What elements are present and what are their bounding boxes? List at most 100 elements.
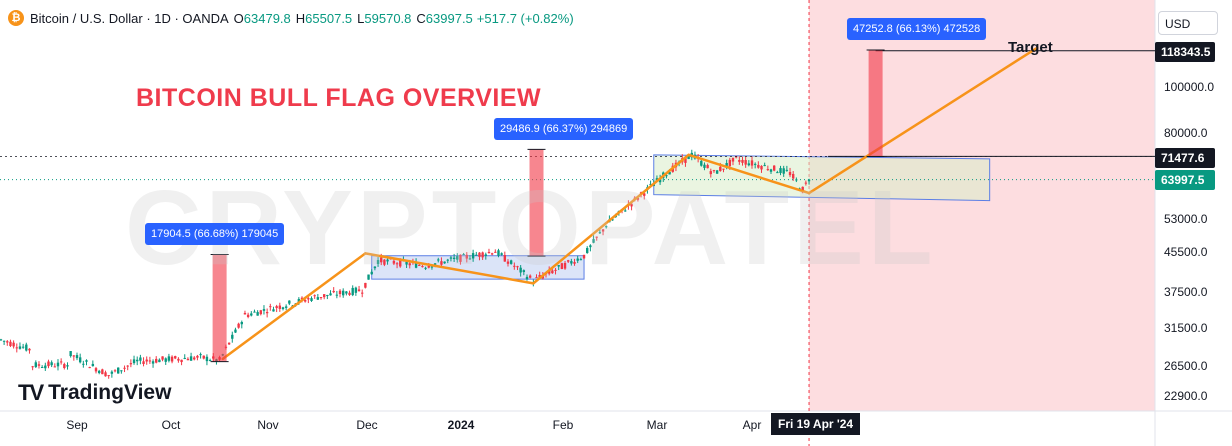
candle-body — [97, 370, 101, 374]
candle-body — [126, 365, 129, 367]
candle-body — [196, 355, 199, 358]
symbol-text[interactable]: Bitcoin / U.S. Dollar · 1D · OANDA — [30, 10, 229, 26]
candle-body — [53, 366, 57, 368]
candle-body — [757, 164, 760, 168]
candle-body — [738, 160, 741, 162]
candle-body — [116, 367, 120, 374]
candle-body — [684, 156, 687, 163]
currency-selector[interactable]: USD — [1158, 11, 1218, 35]
change-value: +517.7 (+0.82%) — [476, 10, 574, 26]
candle-body — [535, 277, 538, 279]
y-tick: 22900.0 — [1164, 389, 1208, 403]
candle-body — [785, 169, 789, 171]
candle-body — [462, 254, 465, 256]
crosshair-date: Fri 19 Apr '24 — [771, 413, 861, 435]
candle-body — [665, 175, 668, 177]
candle-body — [383, 259, 386, 265]
candle-body — [494, 251, 497, 253]
candle-body — [31, 366, 34, 368]
candle-body — [719, 166, 722, 172]
measure-bar-1 — [212, 254, 227, 362]
candle-body — [700, 160, 703, 166]
candle-body — [731, 157, 735, 162]
tradingview-text: TradingView — [48, 381, 172, 404]
measure-bar-2 — [529, 149, 544, 257]
candle-body — [516, 266, 519, 268]
candle-body — [649, 183, 652, 185]
candle-body — [582, 254, 586, 259]
candle-body — [259, 310, 263, 315]
candle-body — [430, 266, 434, 268]
candle-body — [399, 259, 402, 267]
open-value: 63479.8 — [243, 10, 291, 26]
candle-body — [370, 271, 373, 275]
candle-body — [405, 261, 408, 265]
measure-label-3[interactable]: 47252.8 (66.13%) 472528 — [847, 18, 987, 40]
candle-body — [418, 264, 421, 266]
candle-body — [253, 311, 256, 313]
candle-body — [725, 162, 728, 167]
candle-body — [427, 265, 430, 268]
candle-body — [142, 361, 145, 365]
candle-body — [272, 309, 275, 312]
candle-body — [202, 355, 205, 359]
candle-body — [319, 297, 323, 299]
candle-body — [709, 171, 713, 175]
candle-body — [611, 219, 614, 221]
candle-body — [443, 261, 446, 264]
candle-body — [18, 346, 22, 349]
candle-body — [570, 261, 573, 264]
candle-body — [332, 290, 335, 293]
measure-bar-3 — [868, 50, 883, 157]
candle-body — [478, 252, 481, 257]
target-label: Target — [1008, 39, 1053, 56]
close-label: C — [416, 10, 426, 26]
candle-body — [189, 356, 193, 361]
candle-body — [284, 306, 288, 308]
candle-body — [303, 299, 307, 302]
candle-body — [47, 361, 50, 367]
candle-body — [167, 356, 171, 361]
candle-body — [481, 252, 484, 258]
price-tag-last: 63997.5 — [1155, 170, 1215, 190]
candle-body — [250, 313, 253, 316]
y-tick: 80000.0 — [1164, 126, 1208, 140]
candle-body — [94, 368, 98, 372]
tradingview-logo: TV TradingView — [18, 380, 171, 406]
candle-body — [592, 239, 595, 243]
flag-channel-1 — [371, 255, 585, 280]
x-tick: Apr — [742, 418, 762, 432]
candle-body — [170, 356, 174, 362]
candle-body — [326, 294, 329, 296]
candle-body — [132, 359, 136, 364]
x-tick: Dec — [356, 418, 378, 432]
candle-body — [747, 163, 751, 166]
candle-body — [316, 297, 320, 300]
candle-body — [158, 359, 161, 363]
candle-body — [2, 340, 6, 342]
symbol-legend: ₿ Bitcoin / U.S. Dollar · 1D · OANDA O 63… — [8, 10, 574, 26]
candle-body — [468, 258, 472, 260]
candle-body — [227, 342, 231, 345]
measure-label-1[interactable]: 17904.5 (66.68%) 179045 — [145, 223, 285, 245]
candle-body — [161, 356, 164, 360]
candle-body — [234, 329, 237, 333]
candle-body — [440, 261, 443, 265]
candle-body — [734, 156, 738, 158]
candle-body — [21, 346, 25, 348]
candle-body — [75, 355, 79, 359]
candle-body — [456, 256, 459, 260]
measure-label-2[interactable]: 29486.9 (66.37%) 294869 — [494, 118, 634, 140]
candle-body — [497, 250, 500, 256]
candle-body — [174, 356, 177, 359]
candle-body — [573, 262, 576, 264]
candle-body — [199, 354, 202, 356]
projection-zone — [809, 0, 1155, 411]
low-value: 59570.8 — [364, 10, 412, 26]
candle-body — [136, 359, 139, 362]
trend-line-2 — [364, 252, 535, 285]
candle-body — [772, 165, 776, 171]
candle-body — [392, 260, 396, 264]
candle-body — [15, 347, 18, 349]
